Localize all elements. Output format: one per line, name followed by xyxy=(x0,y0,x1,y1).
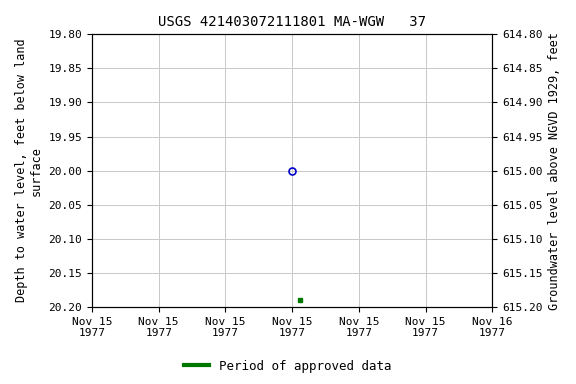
Y-axis label: Groundwater level above NGVD 1929, feet: Groundwater level above NGVD 1929, feet xyxy=(548,32,561,310)
Y-axis label: Depth to water level, feet below land
surface: Depth to water level, feet below land su… xyxy=(15,39,43,303)
Title: USGS 421403072111801 MA-WGW   37: USGS 421403072111801 MA-WGW 37 xyxy=(158,15,426,29)
Legend: Period of approved data: Period of approved data xyxy=(179,355,397,378)
